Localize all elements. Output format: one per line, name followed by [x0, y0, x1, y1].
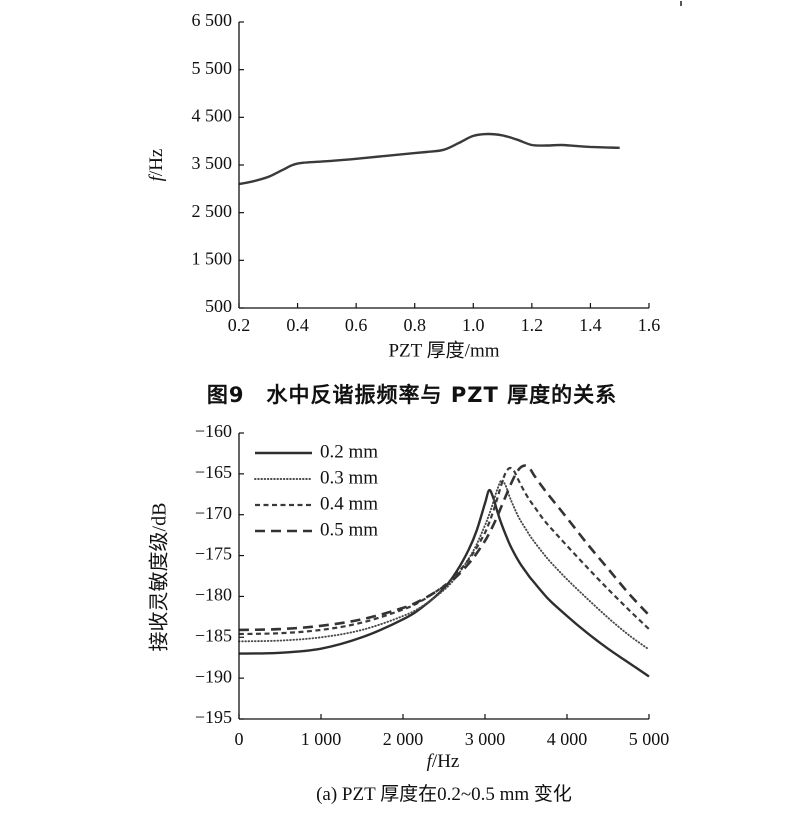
x-tick-label: 1 000 — [301, 729, 342, 749]
x-tick-label: 1.2 — [521, 315, 544, 335]
y-tick-label: 4 500 — [192, 105, 233, 125]
x-axis-title-variable: f — [427, 751, 435, 772]
y-tick-label: 500 — [205, 296, 232, 316]
y-tick-label: −165 — [195, 462, 232, 482]
y-tick-label: −170 — [195, 503, 232, 523]
y-axis-title-variable: f — [146, 173, 167, 181]
x-tick-label: 0.2 — [228, 315, 251, 335]
series-group — [238, 132, 620, 186]
x-tick-label: 1.4 — [579, 315, 602, 335]
axes: 0.2 0.4 0.6 0.8 1.0 1.2 1.4 1.6 500 1 500 2 500 3 5… — [192, 10, 661, 335]
y-tick-label: 1 500 — [192, 248, 233, 268]
legend-item: 0.5 mm — [255, 519, 378, 540]
series-line-0.2mm — [238, 488, 650, 678]
y-axis-title-unit: /Hz — [146, 149, 167, 176]
legend-label: 0.2 mm — [320, 441, 378, 462]
y-tick-label: −175 — [195, 544, 232, 564]
y-tick-label: 2 500 — [192, 201, 233, 221]
figure-caption-title: 水中反谐振频率与 PZT 厚度的关系 — [266, 383, 618, 407]
legend-label: 0.5 mm — [320, 519, 378, 540]
figure-caption-label: 图9 — [206, 383, 245, 407]
y-tick-label: −195 — [195, 707, 232, 727]
legend-label: 0.3 mm — [320, 467, 378, 488]
x-tick-label: 0 — [235, 729, 244, 749]
x-axis-title-unit: /Hz — [432, 751, 459, 772]
series-line-0.4mm — [238, 466, 650, 636]
x-tick-label: 3 000 — [465, 729, 506, 749]
frequency-vs-thickness-chart: PZT 厚度/mm f/Hz 0.2 0.4 0.6 0.8 1.0 1.2 1.4 1.6 5… — [146, 10, 660, 361]
legend-item: 0.2 mm — [255, 441, 378, 462]
y-axis-title: 接收灵敏度级/dB — [148, 503, 171, 652]
x-tick-label: 4 000 — [547, 729, 588, 749]
y-tick-label: −160 — [195, 421, 232, 441]
legend: 0.2 mm 0.3 mm 0.4 mm 0.5 mm — [254, 441, 378, 540]
series-group — [238, 464, 650, 678]
series-line-0.5mm — [238, 464, 650, 632]
subfigure-caption: (a) PZT 厚度在0.2~0.5 mm 变化 — [316, 784, 572, 805]
y-tick-label: −180 — [195, 585, 232, 605]
legend-label: 0.4 mm — [320, 493, 378, 514]
y-tick-label: 6 500 — [192, 10, 233, 30]
x-tick-label: 1.0 — [462, 315, 485, 335]
stray-mark — [680, 1, 682, 6]
x-tick-label: 1.6 — [638, 315, 661, 335]
x-tick-label: 0.8 — [403, 315, 426, 335]
x-tick-label: 2 000 — [383, 729, 424, 749]
series-line — [238, 132, 620, 186]
x-tick-label: 0.6 — [345, 315, 368, 335]
sensitivity-vs-frequency-chart: f/Hz 接收灵敏度级/dB 0 1 000 2 000 3 000 4 000 5 00… — [148, 421, 670, 772]
y-axis-title: f/Hz — [146, 149, 167, 182]
y-tick-label: −185 — [195, 625, 232, 645]
figure-caption: 图9 水中反谐振频率与 PZT 厚度的关系 — [92, 381, 732, 409]
legend-item: 0.4 mm — [255, 493, 378, 514]
x-axis-title: PZT 厚度/mm — [388, 339, 499, 361]
x-axis-title: f/Hz — [427, 751, 460, 772]
y-tick-label: 5 500 — [192, 58, 233, 78]
x-tick-label: 0.4 — [286, 315, 309, 335]
x-tick-label: 5 000 — [629, 729, 670, 749]
y-tick-label: −190 — [195, 666, 232, 686]
y-tick-label: 3 500 — [192, 153, 233, 173]
legend-item: 0.3 mm — [254, 467, 378, 488]
axes: 0 1 000 2 000 3 000 4 000 5 000 −195 −190 −185 −1… — [195, 421, 669, 749]
